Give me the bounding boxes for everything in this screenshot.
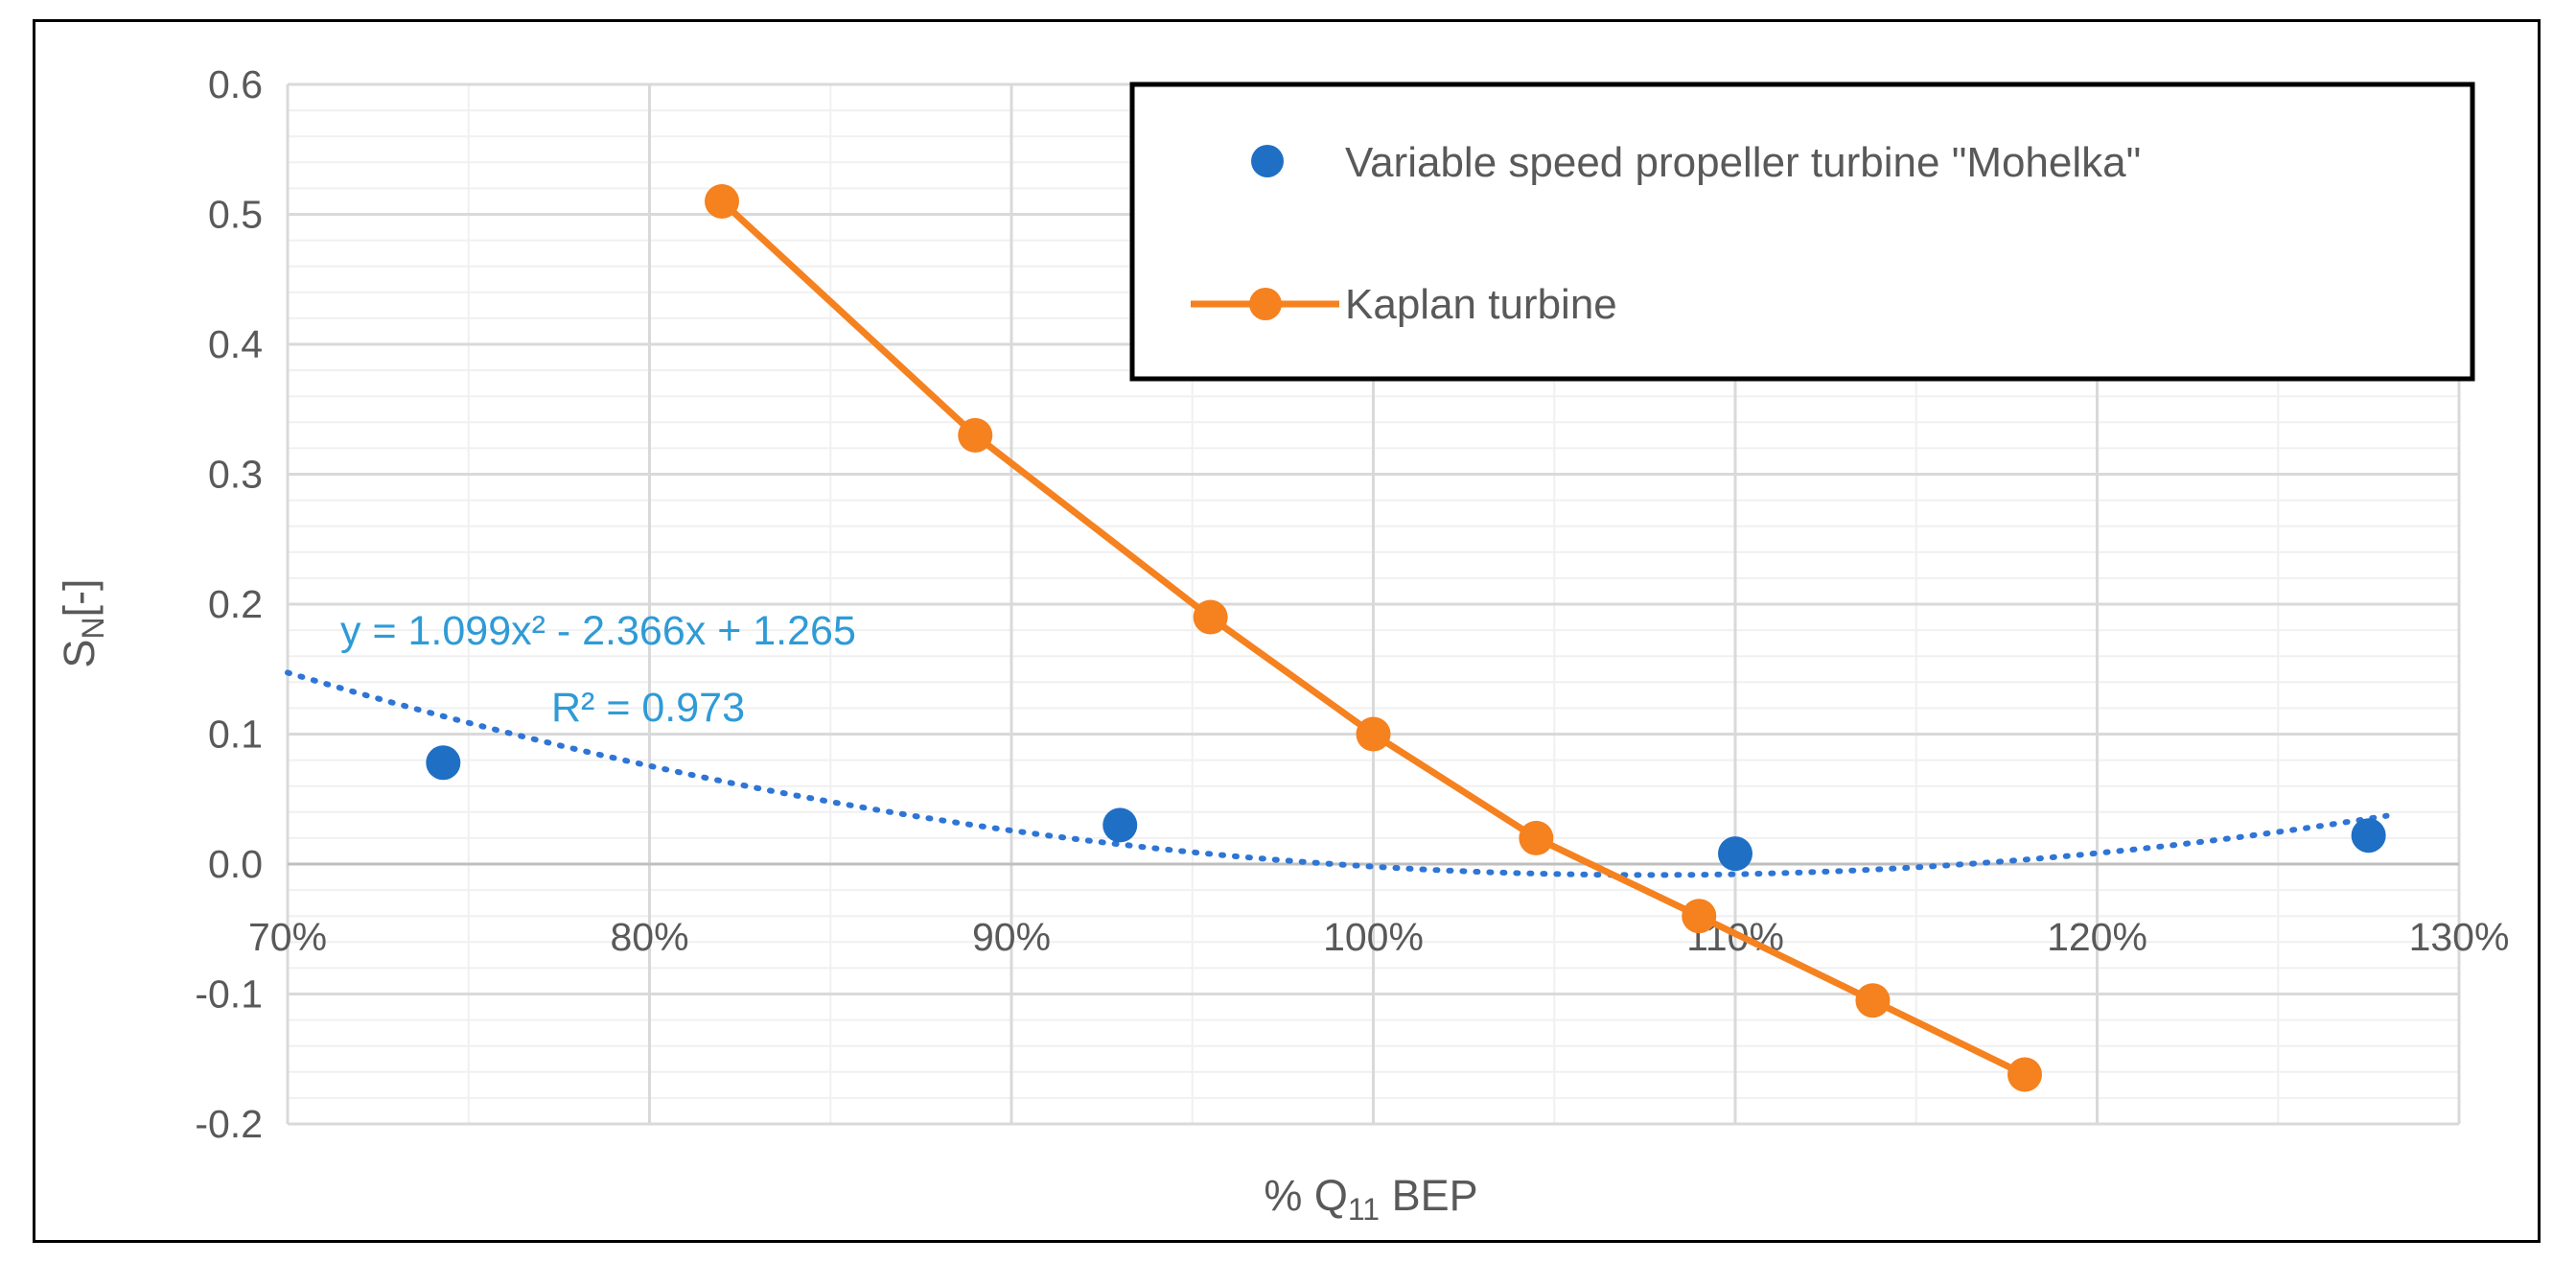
legend: Variable speed propeller turbine "Mohelk… [1129,82,2475,382]
trendline-curve [285,669,2390,878]
series-layer [426,183,2386,1092]
kaplan-point [1356,716,1391,752]
x-tick-label: 100% [1323,915,1424,959]
mohelka-point [1718,836,1752,872]
kaplan-point [1519,820,1554,855]
kaplan-point [1682,899,1717,934]
kaplan-line [719,199,2027,1078]
y-tick-label: 0.3 [208,453,263,497]
mohelka-point [2351,818,2386,854]
kaplan-point [705,183,739,219]
legend-marker-mohelka [1251,145,1284,177]
legend-marker-kaplan [1249,288,1282,320]
y-axis-title-sub: N [76,617,110,639]
legend-label-kaplan: Kaplan turbine [1345,281,1617,328]
y-tick-label: 0.6 [208,62,263,106]
mohelka-point [426,745,461,781]
y-tick-label: 0.1 [208,713,263,757]
y-axis-title-main: S [55,640,104,668]
y-tick-label: 0.4 [208,322,263,366]
x-tick-label: 90% [972,915,1051,959]
legend-label-mohelka: Variable speed propeller turbine "Mohelk… [1345,139,2141,186]
x-axis-title-main: % Q [1264,1171,1348,1220]
x-axis-title: % Q11 BEP [1264,1171,1477,1227]
kaplan-point [1193,599,1228,635]
y-tick-label: -0.2 [195,1102,263,1146]
axes [288,862,2459,1126]
kaplan-point [958,417,993,453]
kaplan-point [2007,1057,2042,1092]
x-tick-label: 130% [2409,915,2510,959]
y-axis-title-tail: [-] [55,578,104,617]
trendline-r2: R² = 0.973 [551,685,745,731]
y-tick-label: 0.2 [208,582,263,626]
x-tick-labels: 70% 80% 90% 100% 110% 120% 130% [248,915,2509,959]
y-tick-labels: -0.2 -0.1 0.0 0.1 0.2 0.3 0.4 0.5 0.6 [195,62,263,1146]
mohelka-point [1102,807,1138,843]
y-tick-label: -0.1 [195,972,263,1017]
x-axis-title-sub: 11 [1348,1192,1380,1227]
y-tick-label: 0.0 [208,842,263,886]
y-tick-label: 0.5 [208,193,263,237]
x-tick-label: 80% [610,915,688,959]
trendline-layer [285,669,2390,878]
kaplan-point [1855,983,1891,1018]
x-tick-label: 120% [2047,915,2147,959]
x-tick-label: 70% [248,915,327,959]
trendline-equation: y = 1.099x² - 2.366x + 1.265 [340,608,856,654]
x-axis-title-tail: BEP [1380,1171,1478,1220]
legend-box [1129,82,2475,382]
y-axis-title: SN[-] [55,578,110,667]
